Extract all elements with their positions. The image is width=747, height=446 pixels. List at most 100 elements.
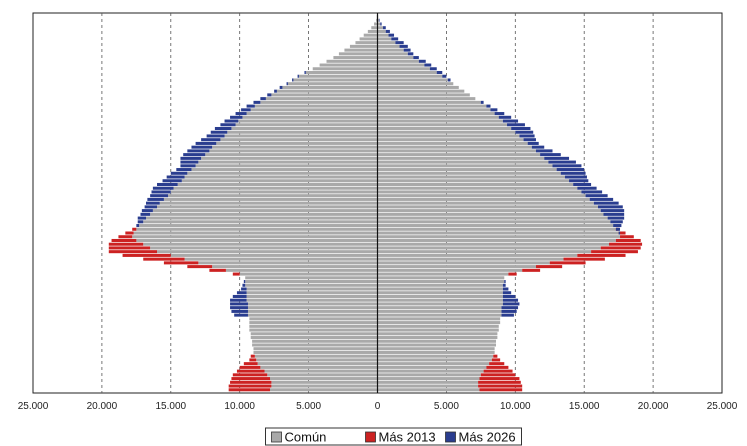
x-tick-label: 20.000 xyxy=(87,401,118,412)
x-tick-label: 5.000 xyxy=(296,401,321,412)
bar-comun-right xyxy=(377,156,545,160)
bar-mas2026-left xyxy=(180,160,199,164)
bar-mas2026-left xyxy=(136,224,140,228)
bar-comun-left xyxy=(371,26,378,30)
bar-comun-left xyxy=(235,123,378,127)
bar-comun-left xyxy=(224,134,378,138)
bar-mas2026-right xyxy=(613,224,622,228)
bar-mas2026-right xyxy=(403,48,411,52)
bar-comun-left xyxy=(246,291,378,295)
bar-comun-right xyxy=(377,22,381,26)
bar-mas2026-left xyxy=(231,309,248,313)
bar-mas2026-left xyxy=(137,216,146,220)
bar-mas2026-right xyxy=(388,33,395,37)
bar-mas2013-left xyxy=(163,261,199,265)
bar-comun-left xyxy=(374,22,378,26)
bar-comun-left xyxy=(177,182,378,187)
bar-comun-left xyxy=(209,149,378,153)
bar-comun-right xyxy=(377,384,479,388)
bar-mas2026-right xyxy=(502,294,516,298)
bar-mas2026-left xyxy=(274,89,277,93)
bar-comun-left xyxy=(293,78,378,82)
bar-mas2026-left xyxy=(235,112,247,116)
bar-comun-left xyxy=(184,175,378,179)
bar-comun-left xyxy=(333,56,378,60)
bar-mas2026-right xyxy=(399,44,408,48)
bar-mas2013-left xyxy=(209,268,226,272)
bar-comun-left xyxy=(267,373,378,377)
bar-mas2026-right xyxy=(540,153,561,157)
bar-mas2026-left xyxy=(206,134,225,138)
x-tick-label: 25.000 xyxy=(707,401,738,412)
bar-comun-left xyxy=(253,350,378,354)
bar-comun-right xyxy=(377,224,614,228)
bar-comun-left xyxy=(159,201,378,205)
bar-mas2026-left xyxy=(137,220,144,224)
x-tick-label: 5.000 xyxy=(434,401,459,412)
x-tick-label: 10.000 xyxy=(500,401,531,412)
bar-comun-right xyxy=(377,380,479,384)
x-tick-label: 20.000 xyxy=(638,401,669,412)
bar-mas2026-left xyxy=(246,104,255,108)
bar-comun-left xyxy=(245,283,378,287)
bar-mas2026-right xyxy=(380,22,382,26)
bar-comun-left xyxy=(271,93,378,97)
bar-comun-right xyxy=(377,59,419,63)
bar-comun-right xyxy=(377,336,498,340)
bar-comun-left xyxy=(260,100,378,104)
bar-comun-left xyxy=(245,280,378,284)
bar-mas2026-right xyxy=(447,78,451,82)
bar-mas2026-left xyxy=(220,123,236,127)
bar-mas2026-right xyxy=(413,56,419,60)
bar-comun-left xyxy=(312,67,378,71)
bar-mas2026-right xyxy=(569,179,589,183)
bar-mas2026-right xyxy=(378,18,380,22)
bar-comun-right xyxy=(377,358,492,362)
bar-comun-left xyxy=(238,119,378,123)
bar-mas2013-right xyxy=(522,268,541,272)
bar-mas2013-left xyxy=(243,362,258,366)
bar-comun-right xyxy=(377,67,430,71)
bar-comun-left xyxy=(254,104,378,108)
bar-comun-right xyxy=(377,56,414,60)
bar-comun-right xyxy=(377,52,408,56)
bar-mas2026-right xyxy=(531,145,545,149)
bar-comun-right xyxy=(377,48,404,52)
bar-comun-right xyxy=(377,313,502,317)
bar-comun-right xyxy=(377,164,553,168)
bar-mas2026-right xyxy=(507,123,525,127)
bar-mas2026-right xyxy=(564,175,587,179)
bar-mas2013-left xyxy=(111,238,137,242)
bar-mas2026-right xyxy=(573,182,592,187)
bar-comun-right xyxy=(377,153,541,157)
bar-comun-right xyxy=(377,350,495,354)
bar-mas2026-left xyxy=(144,205,158,209)
bar-mas2026-left xyxy=(236,291,247,295)
bar-mas2026-left xyxy=(191,145,213,149)
bar-comun-left xyxy=(355,41,378,45)
bar-comun-left xyxy=(256,358,378,362)
bar-mas2026-right xyxy=(548,160,576,164)
bar-comun-left xyxy=(139,224,378,228)
bar-comun-right xyxy=(377,123,508,127)
bar-mas2026-left xyxy=(241,108,251,112)
bar-mas2026-right xyxy=(502,119,519,123)
bar-comun-right xyxy=(377,149,536,153)
bar-comun-right xyxy=(377,268,523,272)
bar-comun-right xyxy=(377,209,601,213)
bar-mas2026-left xyxy=(170,171,188,175)
bar-mas2026-right xyxy=(407,52,414,56)
bar-comun-right xyxy=(377,317,501,321)
bar-comun-left xyxy=(252,343,378,347)
bar-mas2026-left xyxy=(214,126,232,131)
bar-comun-right xyxy=(377,246,601,250)
bar-mas2026-right xyxy=(418,59,426,63)
bar-mas2026-left xyxy=(232,294,247,298)
bar-mas2026-left xyxy=(241,287,247,291)
bar-comun-left xyxy=(252,339,378,343)
bar-comun-left xyxy=(344,48,378,52)
bar-comun-left xyxy=(276,89,378,93)
legend-swatch xyxy=(445,431,456,443)
bar-comun-left xyxy=(143,220,378,224)
